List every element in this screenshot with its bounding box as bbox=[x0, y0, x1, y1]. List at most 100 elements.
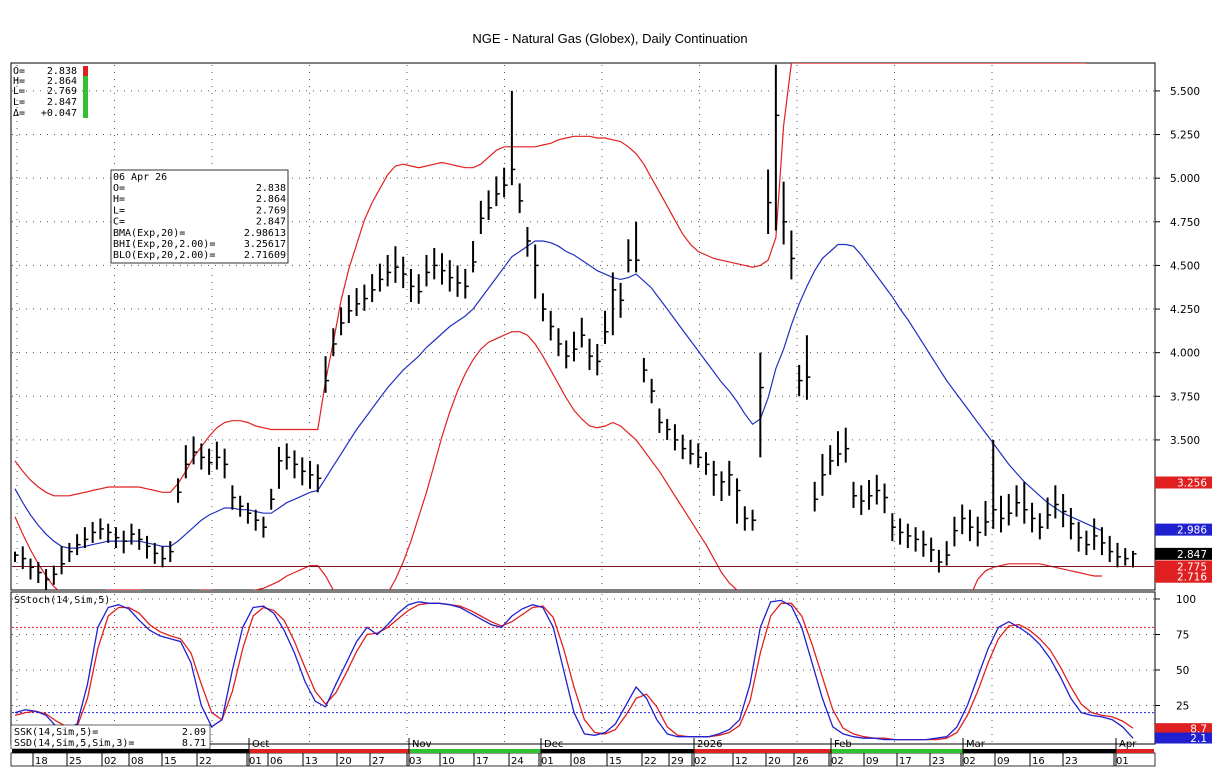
ohlc-bar bbox=[60, 546, 66, 575]
ohlc-bar bbox=[790, 230, 795, 280]
month-strip bbox=[963, 749, 1116, 753]
ohlc-bar bbox=[495, 176, 500, 207]
stoch-label: SStoch(14,Sim,5) bbox=[14, 595, 110, 606]
stoch-panel-frame bbox=[10, 591, 1156, 745]
ohlc-bar bbox=[976, 516, 982, 547]
ohlc-bar bbox=[138, 528, 143, 550]
stoch-values-box: SSK(14,Sim,5)= 2.09 SSD(14,Sim,5,Sim,3)=… bbox=[10, 724, 211, 750]
day-label: 18 bbox=[35, 756, 48, 767]
ohlc-bar bbox=[177, 478, 182, 503]
ohlc-bar bbox=[891, 513, 896, 542]
ohlc-bar bbox=[52, 565, 58, 585]
day-label: 09 bbox=[997, 756, 1010, 767]
price-tick-label: 4.000 bbox=[1170, 348, 1200, 360]
ohlc-bar bbox=[953, 516, 958, 547]
month-label: Feb bbox=[834, 739, 852, 750]
ohlc-bar bbox=[378, 263, 384, 292]
ohlc-bar bbox=[200, 443, 205, 470]
price-axis: 5.500 5.250 5.000 4.750 4.500 4.250 4.000 3.750… bbox=[1155, 86, 1212, 584]
stoch-tick-label: 100 bbox=[1176, 594, 1196, 606]
day-label: 23 bbox=[1065, 756, 1078, 767]
ohlc-bar bbox=[371, 274, 376, 303]
ohlc-bar bbox=[860, 485, 865, 515]
ohlc-bar bbox=[215, 441, 221, 470]
ohlc-bar bbox=[386, 254, 392, 287]
ohlc-bar bbox=[14, 551, 19, 563]
ohlc-bar bbox=[805, 335, 811, 400]
ohlc-bar bbox=[363, 284, 368, 311]
info-label: BLO(Exp,20,2.00)= bbox=[113, 250, 215, 261]
ohlc-bar bbox=[402, 256, 407, 289]
ohlc-bar bbox=[984, 501, 989, 536]
ohlc-open-label: O= bbox=[13, 66, 25, 77]
ohlc-bar bbox=[549, 310, 555, 341]
lower-band-line bbox=[14, 331, 1102, 590]
ohlc-bar bbox=[184, 445, 190, 479]
ohlc-bar bbox=[417, 274, 423, 304]
info-label: BHI(Exp,20,2.00)= bbox=[113, 239, 215, 250]
day-label: 08 bbox=[131, 756, 144, 767]
price-tick-label: 3.500 bbox=[1170, 435, 1200, 447]
ohlc-bar bbox=[906, 523, 912, 549]
ohlc-last-value: 2.847 bbox=[47, 97, 77, 108]
ohlc-bar bbox=[1116, 542, 1121, 568]
day-label: 10 bbox=[442, 756, 455, 767]
stoch-badge: 2.1 bbox=[1155, 732, 1212, 745]
ohlc-bar bbox=[968, 509, 974, 542]
ohlc-bar bbox=[704, 452, 710, 475]
stoch-lines bbox=[14, 599, 1134, 741]
ohlc-bar bbox=[635, 221, 640, 273]
info-label: BMA(Exp,20)= bbox=[113, 228, 185, 239]
ohlc-bar bbox=[922, 530, 927, 557]
info-value: 2.847 bbox=[256, 217, 286, 228]
month-label: Apr bbox=[1119, 739, 1137, 750]
ohlc-bar bbox=[355, 288, 361, 317]
ohlc-bar bbox=[596, 343, 601, 376]
moving-average-line bbox=[14, 240, 1103, 549]
ohlc-bar bbox=[332, 328, 337, 357]
ohlc-bar bbox=[456, 265, 462, 297]
ohlc-bar bbox=[99, 518, 104, 540]
ohlc-open-value: 2.838 bbox=[47, 66, 77, 77]
ohlc-bar bbox=[642, 357, 648, 383]
day-label: 26 bbox=[796, 756, 809, 767]
day-label: 01 bbox=[1116, 756, 1129, 767]
price-badge: 2.716 bbox=[1155, 570, 1212, 584]
price-tick-label: 4.500 bbox=[1170, 260, 1200, 272]
ohlc-bar bbox=[1093, 518, 1098, 550]
ohlc-last-label: L= bbox=[13, 97, 25, 108]
day-label: 01 bbox=[541, 756, 554, 767]
ohlc-high-label: H= bbox=[13, 76, 25, 87]
ohlc-bar bbox=[1069, 507, 1075, 540]
month-strip bbox=[12, 749, 249, 753]
price-badge: 2.775 bbox=[1155, 560, 1212, 573]
ohlc-bar bbox=[899, 518, 904, 545]
day-label: 27 bbox=[372, 756, 385, 767]
price-tick-label: 5.500 bbox=[1170, 86, 1200, 98]
ohlc-bar bbox=[541, 293, 547, 322]
ohlc-bar bbox=[945, 541, 951, 566]
ohlc-bar bbox=[580, 317, 586, 348]
ohlc-bar bbox=[169, 541, 174, 563]
month-label: Oct bbox=[252, 739, 269, 750]
ohlc-bar bbox=[961, 504, 966, 535]
ohlc-bar bbox=[153, 542, 159, 564]
svg-text:2.775: 2.775 bbox=[1177, 561, 1207, 573]
ohlc-bar bbox=[736, 478, 741, 524]
info-label: O= bbox=[113, 183, 125, 194]
day-label: 02 bbox=[104, 756, 117, 767]
ohlc-bar bbox=[347, 295, 353, 324]
ohlc-bar bbox=[231, 485, 236, 510]
ohlc-bar bbox=[91, 521, 97, 543]
day-label: 17 bbox=[899, 756, 912, 767]
ohlc-bar bbox=[254, 509, 260, 531]
ohlc-bar bbox=[29, 558, 35, 580]
ohlc-bar bbox=[1046, 497, 1052, 529]
stoch-tick-label: 25 bbox=[1176, 701, 1189, 713]
ohlc-bar bbox=[239, 495, 244, 517]
ohlc-bar bbox=[130, 523, 135, 545]
ohlc-bar bbox=[1038, 513, 1044, 540]
info-value: 2.864 bbox=[256, 194, 286, 205]
ohlc-bar bbox=[464, 268, 469, 299]
